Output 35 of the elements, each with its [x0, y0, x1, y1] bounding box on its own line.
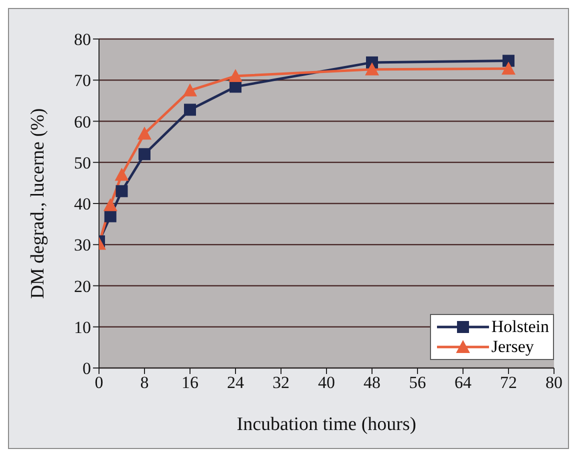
point: [116, 185, 128, 198]
y-tick-label: 0: [82, 359, 91, 378]
point: [138, 126, 152, 140]
y-tick-label: 10: [74, 318, 91, 337]
point: [183, 83, 197, 96]
point: [114, 168, 129, 181]
y-tick-label: 30: [74, 236, 91, 255]
x-tick-label: 24: [227, 373, 244, 392]
x-tick-label: 64: [454, 373, 472, 392]
x-tick-label: 72: [500, 373, 517, 392]
x-tick-label: 48: [364, 373, 380, 392]
point: [103, 198, 118, 212]
x-tick-label: 32: [272, 373, 290, 392]
y-axis-title: DM degrad., lucerne (%): [28, 108, 49, 299]
y-tick-label: 80: [74, 30, 91, 50]
x-tick-label: 56: [409, 373, 426, 392]
y-tick-label: 50: [74, 153, 91, 172]
point: [184, 104, 196, 116]
point: [138, 148, 150, 160]
x-tick-label: 40: [318, 373, 335, 392]
legend-label: Jersey: [491, 337, 534, 357]
point: [365, 62, 379, 76]
point: [502, 62, 516, 75]
y-tick-label: 20: [74, 276, 91, 296]
y-tick-label: 60: [74, 112, 91, 132]
legend-label: Holstein: [491, 317, 549, 337]
point: [228, 69, 242, 82]
x-tick-label: 16: [182, 373, 198, 392]
y-tick-label: 70: [74, 71, 91, 90]
x-axis-title: Incubation time (hours): [236, 414, 416, 435]
point: [104, 210, 116, 222]
y-tick-label: 40: [74, 194, 91, 214]
x-tick-label: 8: [140, 373, 149, 392]
x-tick-label: 80: [546, 373, 562, 392]
x-tick-label: 0: [94, 373, 104, 392]
